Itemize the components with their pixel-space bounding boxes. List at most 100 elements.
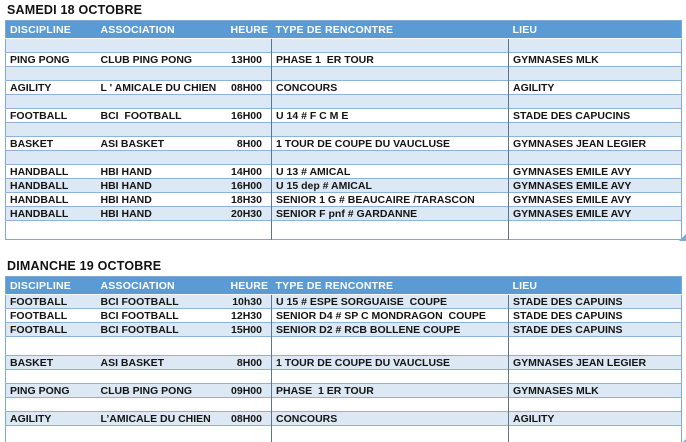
cell[interactable]: 09H00 — [226, 383, 272, 398]
cell[interactable] — [508, 38, 682, 53]
cell[interactable] — [5, 38, 97, 53]
cell[interactable]: HBI HAND — [96, 192, 227, 207]
cell[interactable]: CONCOURS — [271, 411, 509, 426]
cell[interactable]: GYMNASES EMILE AVY — [508, 164, 682, 179]
cell[interactable] — [508, 397, 682, 412]
cell[interactable]: GYMNASES JEAN LEGIER — [508, 136, 682, 151]
column-header[interactable]: DISCIPLINE — [5, 276, 97, 295]
column-header[interactable]: DISCIPLINE — [5, 20, 97, 39]
cell[interactable] — [226, 94, 272, 109]
cell[interactable] — [271, 336, 509, 356]
cell[interactable] — [508, 122, 682, 137]
column-header[interactable]: TYPE DE RENCONTRE — [271, 276, 509, 295]
cell[interactable]: HANDBALL — [5, 164, 97, 179]
cell[interactable] — [96, 150, 227, 165]
cell[interactable]: 16H00 — [226, 178, 272, 193]
column-header[interactable]: LIEU — [508, 276, 682, 295]
cell[interactable] — [5, 369, 97, 384]
cell[interactable] — [508, 220, 682, 240]
cell[interactable]: FOOTBALL — [5, 322, 97, 337]
cell[interactable]: 10h30 — [226, 294, 272, 309]
table-resize-handle-icon[interactable] — [679, 233, 686, 241]
cell[interactable] — [5, 94, 97, 109]
cell[interactable] — [226, 66, 272, 81]
cell[interactable]: FOOTBALL — [5, 108, 97, 123]
cell[interactable]: SENIOR 1 G # BEAUCAIRE /TARASCON — [271, 192, 509, 207]
cell[interactable] — [5, 66, 97, 81]
cell[interactable]: PING PONG — [5, 52, 97, 67]
cell[interactable] — [226, 397, 272, 412]
cell[interactable] — [271, 38, 509, 53]
cell[interactable] — [96, 122, 227, 137]
cell[interactable]: STADE DES CAPUCINS — [508, 108, 682, 123]
cell[interactable] — [96, 94, 227, 109]
cell[interactable]: HBI HAND — [96, 178, 227, 193]
cell[interactable] — [5, 336, 97, 356]
cell[interactable] — [271, 425, 509, 442]
cell[interactable]: SENIOR D2 # RCB BOLLENE COUPE — [271, 322, 509, 337]
column-header[interactable]: ASSOCIATION — [96, 20, 227, 39]
cell[interactable]: PHASE 1 ER TOUR — [271, 52, 509, 67]
cell[interactable]: PING PONG — [5, 383, 97, 398]
cell[interactable]: HBI HAND — [96, 164, 227, 179]
cell[interactable] — [226, 38, 272, 53]
cell[interactable]: 18H30 — [226, 192, 272, 207]
cell[interactable]: U 15 dep # AMICAL — [271, 178, 509, 193]
cell[interactable]: ASI BASKET — [96, 136, 227, 151]
cell[interactable] — [96, 38, 227, 53]
column-header[interactable]: TYPE DE RENCONTRE — [271, 20, 509, 39]
cell[interactable]: HBI HAND — [96, 206, 227, 221]
cell[interactable]: HANDBALL — [5, 192, 97, 207]
cell[interactable]: 12H30 — [226, 308, 272, 323]
cell[interactable] — [271, 122, 509, 137]
cell[interactable]: AGILITY — [5, 80, 97, 95]
cell[interactable] — [226, 150, 272, 165]
cell[interactable]: AGILITY — [508, 80, 682, 95]
cell[interactable] — [271, 94, 509, 109]
cell[interactable]: U 14 # F C M E — [271, 108, 509, 123]
cell[interactable]: PHASE 1 ER TOUR — [271, 383, 509, 398]
cell[interactable]: GYMNASES EMILE AVY — [508, 192, 682, 207]
cell[interactable] — [96, 369, 227, 384]
cell[interactable] — [96, 220, 227, 240]
cell[interactable] — [508, 369, 682, 384]
cell[interactable]: SENIOR D4 # SP C MONDRAGON COUPE — [271, 308, 509, 323]
cell[interactable]: 16H00 — [226, 108, 272, 123]
column-header[interactable]: LIEU — [508, 20, 682, 39]
table-resize-handle-icon[interactable] — [679, 438, 686, 442]
cell[interactable] — [5, 122, 97, 137]
cell[interactable]: GYMNASES JEAN LEGIER — [508, 355, 682, 370]
cell[interactable]: SENIOR F pnf # GARDANNE — [271, 206, 509, 221]
cell[interactable] — [226, 220, 272, 240]
cell[interactable] — [96, 397, 227, 412]
column-header[interactable]: ASSOCIATION — [96, 276, 227, 295]
cell[interactable]: AGILITY — [5, 411, 97, 426]
cell[interactable] — [271, 369, 509, 384]
cell[interactable]: L ' AMICALE DU CHIEN — [96, 80, 227, 95]
cell[interactable] — [96, 336, 227, 356]
cell[interactable]: STADE DES CAPUINS — [508, 294, 682, 309]
cell[interactable]: BCI FOOTBALL — [96, 108, 227, 123]
cell[interactable] — [5, 150, 97, 165]
cell[interactable]: BCI FOOTBALL — [96, 308, 227, 323]
cell[interactable]: L’AMICALE DU CHIEN — [96, 411, 227, 426]
cell[interactable]: 13H00 — [226, 52, 272, 67]
cell[interactable] — [508, 425, 682, 442]
cell[interactable]: BASKET — [5, 136, 97, 151]
cell[interactable]: CLUB PING PONG — [96, 52, 227, 67]
cell[interactable]: 15H00 — [226, 322, 272, 337]
cell[interactable] — [508, 150, 682, 165]
column-header[interactable]: HEURE — [226, 276, 272, 295]
cell[interactable]: HANDBALL — [5, 206, 97, 221]
cell[interactable]: GYMNASES MLK — [508, 383, 682, 398]
cell[interactable]: 20H30 — [226, 206, 272, 221]
cell[interactable]: FOOTBALL — [5, 308, 97, 323]
cell[interactable] — [226, 369, 272, 384]
cell[interactable]: STADE DES CAPUINS — [508, 322, 682, 337]
cell[interactable] — [226, 336, 272, 356]
cell[interactable]: U 15 # ESPE SORGUAISE COUPE — [271, 294, 509, 309]
cell[interactable] — [226, 122, 272, 137]
cell[interactable]: GYMNASES EMILE AVY — [508, 206, 682, 221]
cell[interactable]: FOOTBALL — [5, 294, 97, 309]
cell[interactable] — [96, 425, 227, 442]
